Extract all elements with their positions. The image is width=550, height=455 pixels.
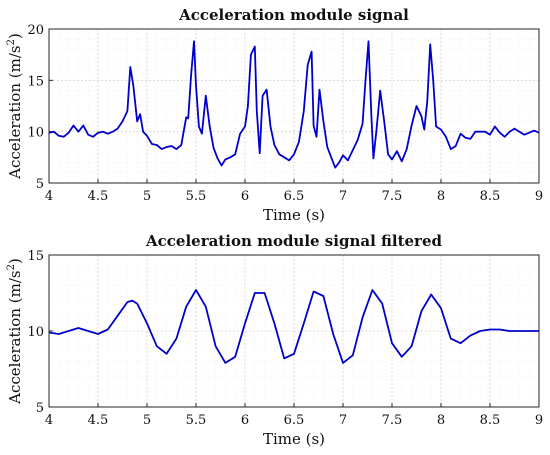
y-tick-label: 15 xyxy=(27,249,44,264)
x-tick-label: 5 xyxy=(143,189,151,204)
y-tick-label: 5 xyxy=(36,177,44,192)
x-tick-label: 7 xyxy=(339,189,347,204)
y-axis-label: Acceleration (m/s2) xyxy=(6,258,24,405)
x-tick-label: 4 xyxy=(45,189,53,204)
y-axis-label-close: ) xyxy=(6,258,24,264)
x-tick-label: 6 xyxy=(241,189,249,204)
x-tick-label: 7.5 xyxy=(382,413,403,428)
x-tick-label: 5.5 xyxy=(186,189,207,204)
x-tick-label: 7 xyxy=(339,413,347,428)
x-tick-label: 9 xyxy=(535,189,543,204)
y-axis-label: Acceleration (m/s2) xyxy=(6,33,24,180)
series-line xyxy=(48,289,539,364)
y-tick-label: 10 xyxy=(27,325,44,340)
y-tick-label: 10 xyxy=(27,126,44,141)
chart-title: Acceleration module signal xyxy=(178,6,409,24)
x-tick-label: 5 xyxy=(143,413,151,428)
x-axis-label: Time (s) xyxy=(263,430,325,448)
x-tick-label: 8.5 xyxy=(480,189,501,204)
x-tick-label: 5.5 xyxy=(186,413,207,428)
x-tick-label: 8.5 xyxy=(480,413,501,428)
y-axis-label-superscript: 2 xyxy=(6,264,17,270)
x-axis-label: Time (s) xyxy=(263,206,325,224)
x-tick-label: 9 xyxy=(535,413,543,428)
chart-panel-filtered-signal: 4 4.5 5 5.5 6 6.5 7 7.5 8 8.5 9 5 10 15 Acceleration m… xyxy=(6,232,543,448)
y-axis-label-close: ) xyxy=(6,33,24,39)
y-tick-label: 5 xyxy=(36,401,44,416)
x-tick-label: 8 xyxy=(437,189,445,204)
chart-title: Acceleration module signal filtered xyxy=(145,232,443,250)
x-tick-label: 4.5 xyxy=(88,189,109,204)
x-tick-label: 4 xyxy=(45,413,53,428)
x-tick-label: 6 xyxy=(241,413,249,428)
chart-panel-raw-signal: 4 4.5 5 5.5 6 6.5 7 7.5 8 8.5 95101520Acceleration… xyxy=(6,6,543,224)
x-tick-label: 6.5 xyxy=(284,413,305,428)
x-tick-label: 6.5 xyxy=(284,189,305,204)
series-line xyxy=(48,40,540,169)
y-axis-label-superscript: 2 xyxy=(6,39,17,45)
y-axis-label-main: Acceleration (m/s xyxy=(6,270,24,404)
x-tick-label: 4.5 xyxy=(88,413,109,428)
x-tick-label: 7.5 xyxy=(382,189,403,204)
y-tick-label: 20 xyxy=(27,23,44,38)
x-tick-label: 8 xyxy=(437,413,445,428)
y-tick-label: 15 xyxy=(27,74,44,89)
y-axis-label-main: Acceleration (m/s xyxy=(6,45,24,179)
